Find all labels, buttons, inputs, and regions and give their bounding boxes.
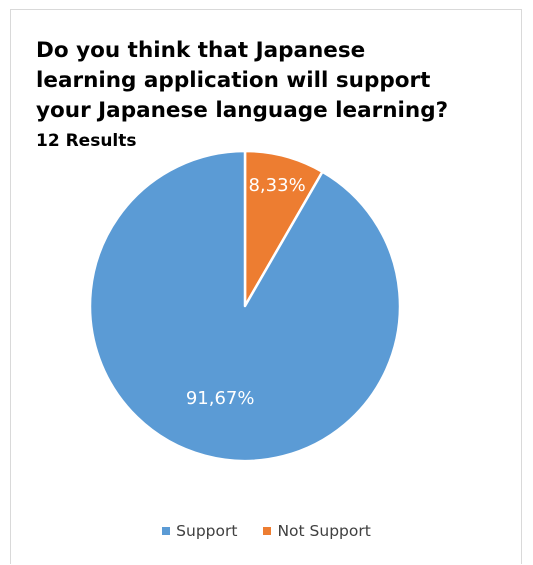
legend-item-support: Support [162,522,237,540]
chart-frame [10,9,522,564]
legend-item-not-support: Not Support [263,522,371,540]
pie-slices [88,149,402,463]
legend-label-not-support: Not Support [277,522,371,540]
chart-legend: Support Not Support [0,522,533,540]
legend-swatch-not-support [263,527,272,535]
legend-label-support: Support [176,522,238,540]
pie-slice-support [88,149,402,463]
chart-title-line-1: Do you think that Japanese [36,38,366,63]
legend-swatch-support [162,527,171,535]
chart-title-line-2: learning application will support [36,68,431,93]
chart-title: Do you think that Japanese learning appl… [36,36,476,126]
pie-label-support: 91,67% [186,388,255,409]
chart-title-line-3: your Japanese language learning? [36,98,449,123]
pie-label-not-support: 8,33% [248,175,305,196]
chart-subtitle: 12 Results [36,131,137,151]
pie-labels: 8,33% 91,67% [186,175,306,409]
